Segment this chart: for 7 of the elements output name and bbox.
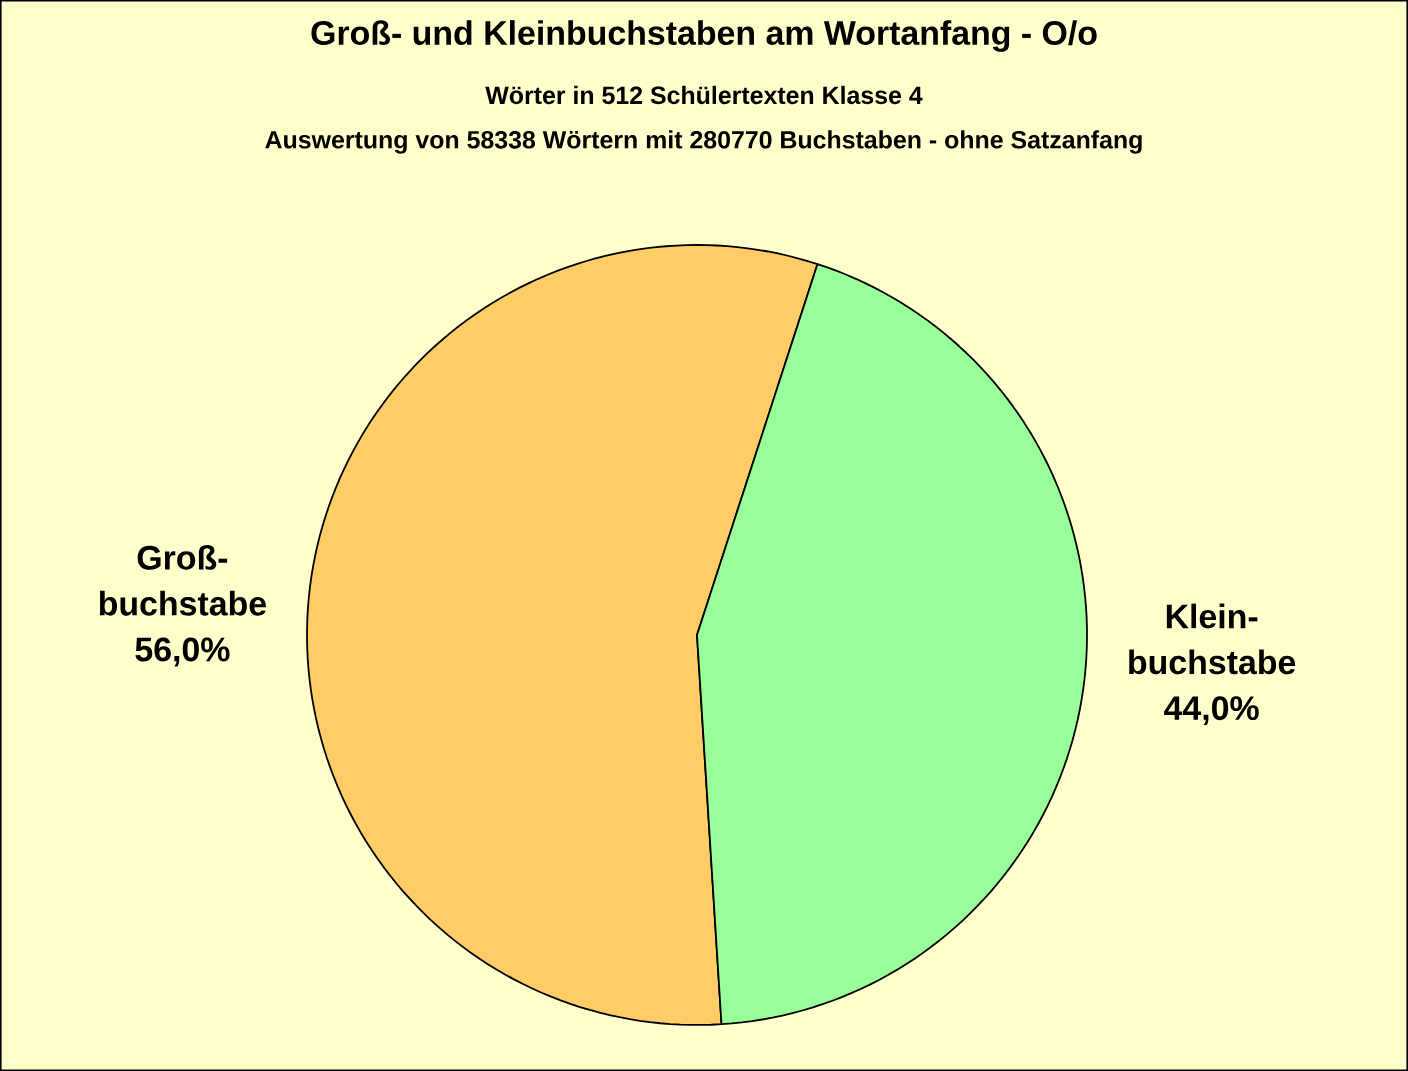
data-label: 56,0%	[135, 637, 230, 667]
chart-title: Groß- und Kleinbuchstaben am Wortanfang - O/o	[311, 20, 1097, 52]
text: Auswertung von 58338 Wörtern mit 280770 Buchstaben - ohne Satzanfang	[265, 130, 1142, 154]
slice-label: Klein-buchstabe	[1129, 603, 1296, 675]
chart-subtitle: Wörter in 512 Schülertexten Klasse 4	[485, 85, 923, 105]
slice-label: Groß-buchstabe	[99, 544, 266, 616]
data-label: 44,0%	[1164, 696, 1259, 726]
